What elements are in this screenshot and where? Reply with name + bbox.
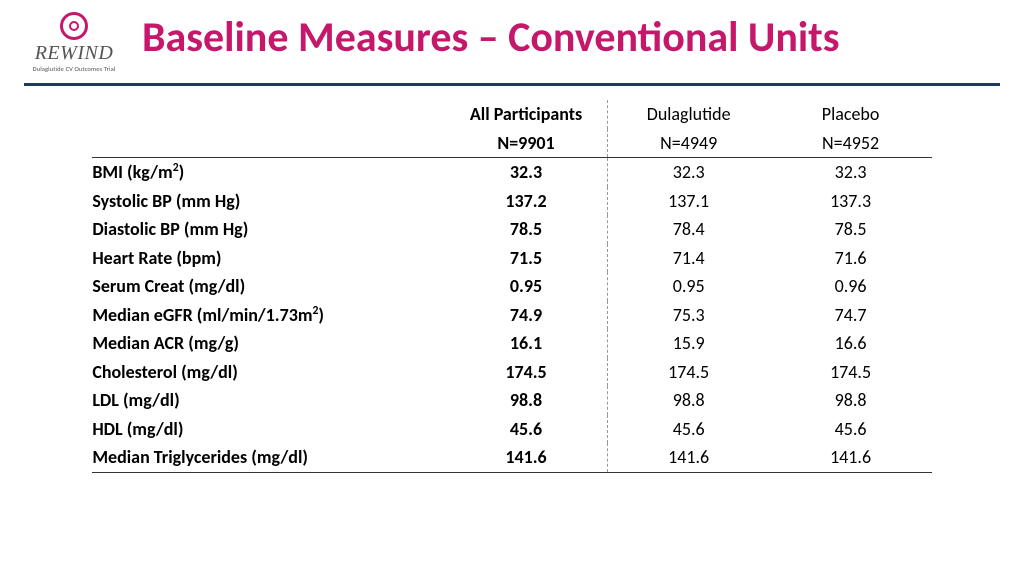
col-header: Placebo: [770, 100, 932, 129]
table-row: BMI (kg/m2)32.332.332.3: [92, 158, 931, 187]
cell-value: 174.5: [770, 358, 932, 387]
row-label: Cholesterol (mg/dl): [92, 358, 445, 387]
table-row: LDL (mg/dl)98.898.898.8: [92, 386, 931, 415]
cell-value: 71.4: [607, 244, 769, 273]
row-label: Heart Rate (bpm): [92, 244, 445, 273]
table-header: All ParticipantsDulaglutidePlacebo N=9901…: [92, 100, 931, 158]
cell-value: 45.6: [445, 415, 607, 444]
table-row: Median eGFR (ml/min/1.73m2)74.975.374.7: [92, 301, 931, 330]
cell-value: 32.3: [770, 158, 932, 187]
table-row: Median Triglycerides (mg/dl)141.6141.614…: [92, 443, 931, 472]
table-row: Median ACR (mg/g)16.115.916.6: [92, 329, 931, 358]
cell-value: 0.95: [607, 272, 769, 301]
slide: REWIND Dulaglutide CV Outcomes Trial Bas…: [0, 0, 1024, 576]
col-n: N=9901: [445, 129, 607, 158]
row-label: Median eGFR (ml/min/1.73m2): [92, 301, 445, 330]
table-row: Heart Rate (bpm)71.571.471.6: [92, 244, 931, 273]
cell-value: 15.9: [607, 329, 769, 358]
title-rule: [24, 83, 1000, 86]
cell-value: 141.6: [607, 443, 769, 472]
slide-title: Baseline Measures – Conventional Units: [142, 16, 840, 60]
row-label: BMI (kg/m2): [92, 158, 445, 187]
col-n: [92, 129, 445, 158]
row-label: LDL (mg/dl): [92, 386, 445, 415]
table-row: Cholesterol (mg/dl)174.5174.5174.5: [92, 358, 931, 387]
cell-value: 32.3: [445, 158, 607, 187]
cell-value: 78.5: [445, 215, 607, 244]
table-body: BMI (kg/m2)32.332.332.3Systolic BP (mm H…: [92, 158, 931, 473]
rewind-logo-icon: [60, 12, 88, 40]
cell-value: 78.5: [770, 215, 932, 244]
cell-value: 78.4: [607, 215, 769, 244]
table-row: Serum Creat (mg/dl)0.950.950.96: [92, 272, 931, 301]
table-row: HDL (mg/dl)45.645.645.6: [92, 415, 931, 444]
cell-value: 0.96: [770, 272, 932, 301]
cell-value: 98.8: [770, 386, 932, 415]
rewind-logo: REWIND Dulaglutide CV Outcomes Trial: [24, 12, 124, 73]
row-label: HDL (mg/dl): [92, 415, 445, 444]
cell-value: 98.8: [445, 386, 607, 415]
cell-value: 16.1: [445, 329, 607, 358]
col-n: N=4952: [770, 129, 932, 158]
rewind-logo-subtitle: Dulaglutide CV Outcomes Trial: [24, 65, 124, 73]
row-label: Systolic BP (mm Hg): [92, 187, 445, 216]
col-header: All Participants: [445, 100, 607, 129]
rewind-logo-text: REWIND: [24, 42, 124, 65]
cell-value: 141.6: [445, 443, 607, 472]
cell-value: 74.9: [445, 301, 607, 330]
cell-value: 174.5: [607, 358, 769, 387]
cell-value: 32.3: [607, 158, 769, 187]
cell-value: 45.6: [770, 415, 932, 444]
cell-value: 137.3: [770, 187, 932, 216]
baseline-table: All ParticipantsDulaglutidePlacebo N=9901…: [92, 100, 931, 473]
header: REWIND Dulaglutide CV Outcomes Trial Bas…: [24, 12, 1000, 73]
cell-value: 98.8: [607, 386, 769, 415]
cell-value: 16.6: [770, 329, 932, 358]
row-label: Median Triglycerides (mg/dl): [92, 443, 445, 472]
col-header: Dulaglutide: [607, 100, 769, 129]
cell-value: 137.1: [607, 187, 769, 216]
cell-value: 0.95: [445, 272, 607, 301]
cell-value: 71.5: [445, 244, 607, 273]
row-label: Median ACR (mg/g): [92, 329, 445, 358]
cell-value: 137.2: [445, 187, 607, 216]
table-row: Diastolic BP (mm Hg)78.578.478.5: [92, 215, 931, 244]
col-header: [92, 100, 445, 129]
cell-value: 75.3: [607, 301, 769, 330]
row-label: Serum Creat (mg/dl): [92, 272, 445, 301]
cell-value: 71.6: [770, 244, 932, 273]
cell-value: 174.5: [445, 358, 607, 387]
cell-value: 45.6: [607, 415, 769, 444]
cell-value: 74.7: [770, 301, 932, 330]
table-row: Systolic BP (mm Hg)137.2137.1137.3: [92, 187, 931, 216]
row-label: Diastolic BP (mm Hg): [92, 215, 445, 244]
col-n: N=4949: [607, 129, 769, 158]
cell-value: 141.6: [770, 443, 932, 472]
